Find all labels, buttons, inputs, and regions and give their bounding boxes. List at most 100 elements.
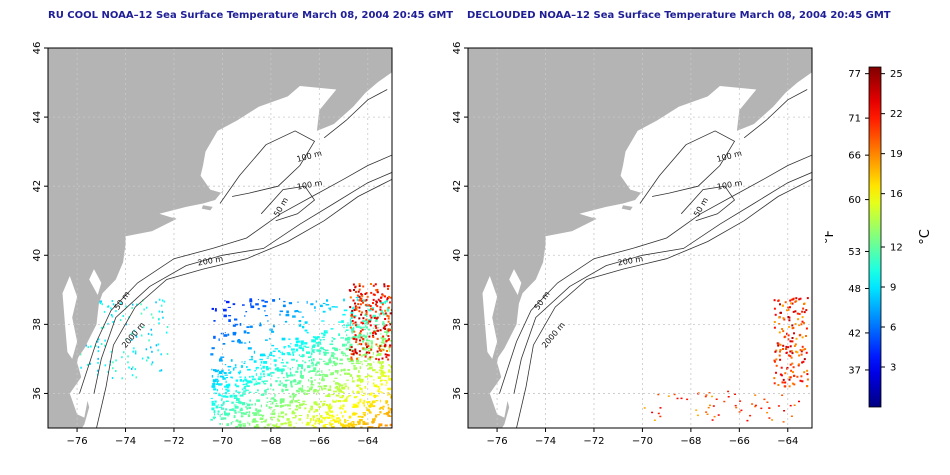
sst-pixel bbox=[362, 402, 365, 405]
sst-pixel bbox=[300, 342, 304, 345]
depth-contour bbox=[513, 172, 812, 394]
sst-pixel bbox=[302, 403, 305, 406]
sst-pixel bbox=[279, 351, 281, 353]
sst-pixel bbox=[707, 406, 710, 409]
sst-pixel bbox=[239, 378, 242, 382]
sst-pixel bbox=[246, 385, 250, 387]
sst-pixel bbox=[259, 322, 261, 324]
sst-pixel bbox=[131, 374, 134, 377]
sst-pixel bbox=[230, 376, 233, 378]
sst-pixel bbox=[353, 367, 358, 370]
sst-pixel bbox=[353, 365, 356, 367]
sst-pixel bbox=[217, 413, 219, 416]
sst-pixel bbox=[384, 318, 387, 320]
sst-pixel bbox=[312, 418, 315, 421]
sst-pixel bbox=[264, 389, 267, 393]
sst-pixel bbox=[378, 347, 381, 350]
sst-pixel bbox=[104, 344, 106, 347]
sst-pixel bbox=[365, 292, 368, 294]
fahrenheit-tick-label: 66 bbox=[848, 151, 861, 162]
sst-pixel bbox=[375, 354, 378, 357]
sst-pixel bbox=[302, 325, 305, 329]
sst-pixel bbox=[313, 351, 315, 354]
sst-pixel bbox=[260, 404, 262, 408]
sst-pixel bbox=[321, 346, 323, 350]
bay bbox=[489, 376, 512, 418]
sst-pixel bbox=[347, 336, 351, 339]
sst-pixel bbox=[280, 382, 284, 384]
sst-pixel bbox=[148, 339, 150, 342]
sst-pixel bbox=[790, 415, 793, 417]
sst-pixel bbox=[346, 334, 348, 337]
sst-pixel bbox=[321, 375, 324, 379]
sst-pixel bbox=[357, 390, 359, 393]
sst-pixel bbox=[380, 370, 384, 373]
sst-pixel bbox=[798, 354, 801, 357]
sst-pixel bbox=[300, 387, 302, 390]
sst-pixel bbox=[327, 388, 332, 391]
sst-pixel bbox=[223, 308, 227, 312]
sst-pixel bbox=[713, 415, 716, 418]
sst-pixel bbox=[304, 342, 308, 345]
sst-pixel bbox=[341, 425, 346, 428]
sst-pixel bbox=[357, 290, 360, 293]
sst-pixel bbox=[388, 378, 392, 381]
sst-pixel bbox=[376, 301, 378, 304]
sst-pixel bbox=[382, 348, 385, 351]
sst-pixel bbox=[320, 338, 322, 341]
sst-pixel bbox=[373, 293, 376, 296]
sst-pixel bbox=[323, 330, 325, 334]
sst-pixel bbox=[255, 421, 259, 423]
sst-pixel bbox=[288, 408, 292, 410]
lon-tick-label: −76 bbox=[67, 436, 88, 447]
sst-pixel bbox=[112, 361, 114, 364]
sst-pixel bbox=[370, 348, 373, 351]
sst-pixel bbox=[298, 418, 302, 421]
sst-pixel bbox=[380, 379, 382, 383]
sst-pixel bbox=[800, 375, 803, 378]
sst-pixel bbox=[338, 389, 342, 393]
sst-pixel bbox=[788, 325, 791, 328]
sst-pixel bbox=[289, 374, 294, 377]
sst-pixel bbox=[322, 424, 326, 428]
sst-pixel bbox=[347, 396, 349, 398]
sst-pixel bbox=[96, 340, 99, 343]
sst-pixel bbox=[264, 380, 268, 382]
sst-pixel bbox=[214, 413, 216, 416]
sst-pixel bbox=[358, 387, 362, 389]
sst-pixel bbox=[315, 403, 319, 406]
sst-pixel bbox=[384, 375, 387, 378]
sst-pixel bbox=[380, 383, 383, 386]
sst-pixel bbox=[343, 383, 347, 385]
sst-pixel bbox=[246, 366, 248, 368]
sst-pixel bbox=[375, 317, 378, 320]
sst-pixel bbox=[323, 351, 327, 354]
sst-pixel bbox=[777, 405, 780, 407]
sst-pixel bbox=[783, 410, 786, 412]
sst-pixel bbox=[292, 396, 295, 398]
sst-pixel bbox=[321, 336, 325, 338]
sst-pixel bbox=[351, 313, 353, 316]
contour-label: 200 m bbox=[617, 254, 644, 267]
sst-pixel bbox=[359, 332, 362, 335]
sst-pixel bbox=[245, 406, 247, 408]
sst-pixel bbox=[389, 408, 392, 411]
sst-pixel bbox=[326, 412, 330, 416]
sst-pixel bbox=[791, 362, 794, 365]
sst-pixel bbox=[373, 379, 375, 381]
sst-pixel bbox=[276, 367, 280, 370]
sst-pixel bbox=[318, 405, 321, 408]
sst-pixel bbox=[366, 401, 370, 404]
sst-pixel bbox=[361, 380, 364, 383]
sst-pixel bbox=[266, 357, 269, 359]
sst-pixel bbox=[211, 375, 214, 378]
sst-pixel bbox=[237, 339, 241, 343]
sst-pixel bbox=[356, 357, 360, 359]
sst-pixel bbox=[368, 308, 372, 312]
sst-pixel bbox=[372, 284, 375, 287]
sst-pixel bbox=[289, 395, 292, 398]
sst-pixel bbox=[806, 385, 808, 388]
sst-pixel bbox=[798, 400, 800, 403]
sst-pixel bbox=[379, 349, 382, 352]
sst-pixel bbox=[355, 412, 358, 415]
